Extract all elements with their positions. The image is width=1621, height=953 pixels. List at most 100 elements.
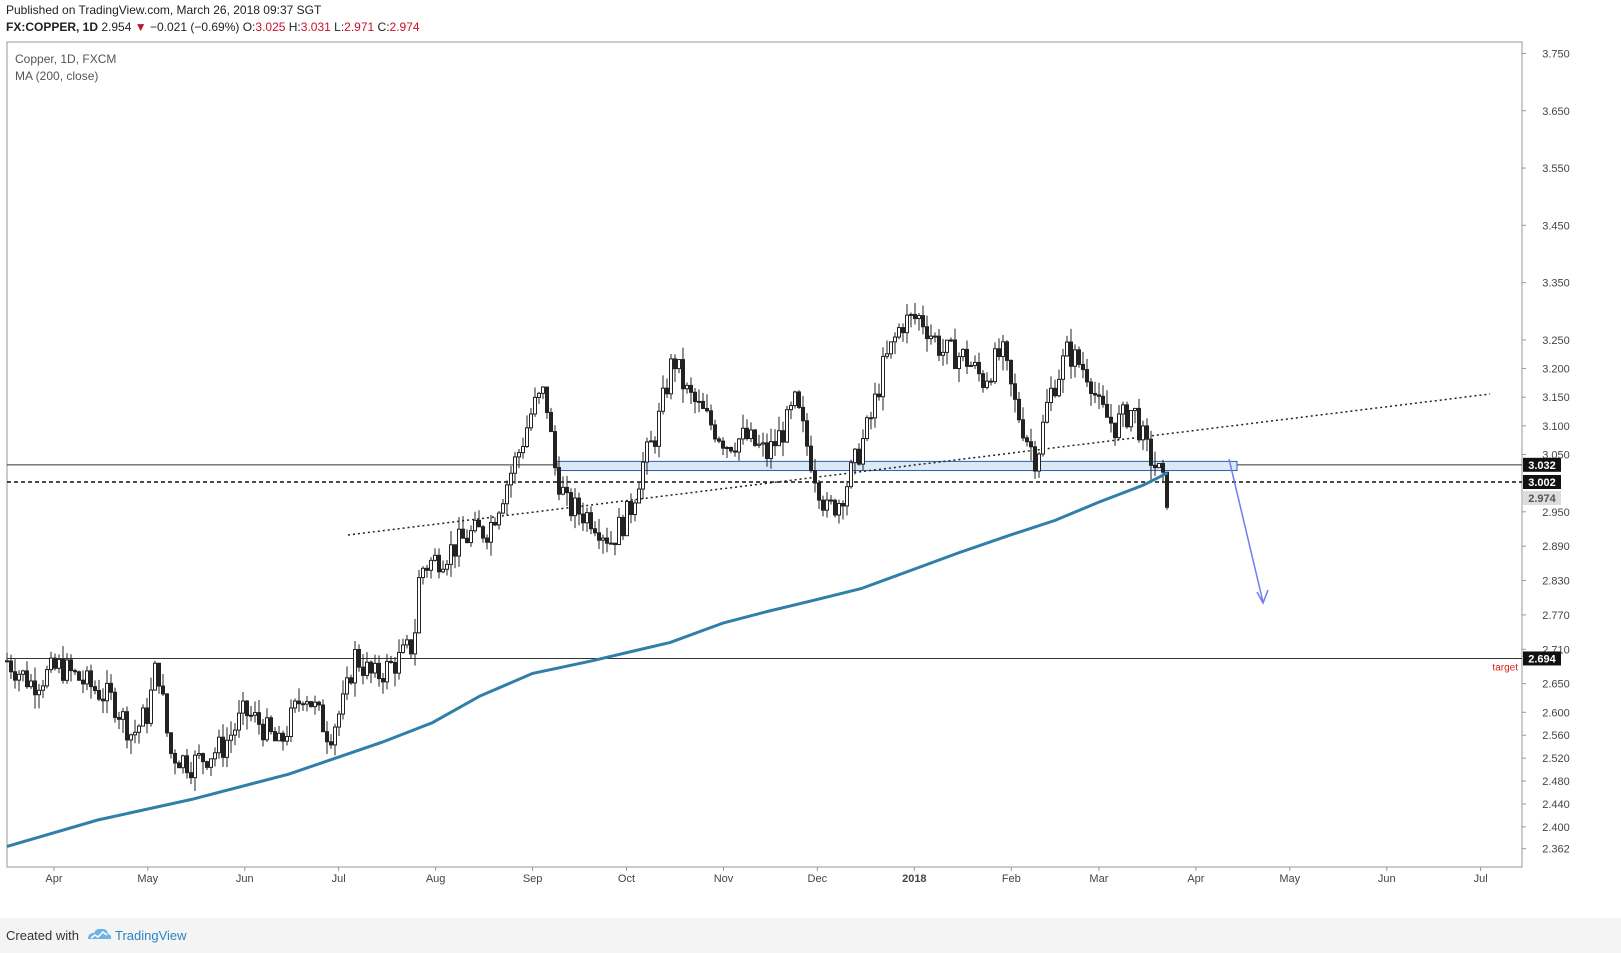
- candle-body: [733, 450, 737, 453]
- candle-body: [89, 670, 93, 688]
- candle-body: [505, 484, 509, 505]
- candle-body: [537, 392, 541, 398]
- candle-body: [525, 427, 529, 447]
- candle-body: [261, 723, 265, 741]
- candle-body: [101, 698, 105, 702]
- series-name: Copper, 1D, FXCM: [15, 52, 117, 66]
- candle-body: [1149, 438, 1153, 466]
- candle-body: [165, 693, 169, 734]
- candle-body: [13, 671, 17, 681]
- candle-body: [737, 438, 741, 453]
- candle-body: [909, 313, 913, 316]
- candle-body: [949, 339, 953, 342]
- candle-body: [405, 639, 409, 646]
- candle-body: [65, 659, 69, 681]
- candle-body: [617, 516, 621, 546]
- candle-body: [1029, 441, 1033, 448]
- price-tick-label: 2.830: [1542, 576, 1570, 588]
- time-tick-label: Feb: [1002, 873, 1021, 885]
- candle-body: [145, 707, 149, 724]
- candle-body: [321, 704, 325, 733]
- candle-body: [241, 700, 245, 714]
- tradingview-link[interactable]: TradingView: [115, 928, 187, 943]
- candle-body: [893, 336, 897, 343]
- candle-body: [501, 503, 505, 514]
- candle-body: [1161, 462, 1165, 473]
- candle-body: [997, 348, 1001, 358]
- candle-body: [913, 313, 917, 320]
- candle-body: [137, 725, 141, 733]
- candle-body: [637, 488, 641, 504]
- candle-body: [293, 700, 297, 709]
- candle-body: [113, 691, 117, 718]
- candle-body: [1137, 407, 1141, 441]
- candle-body: [217, 736, 221, 754]
- candle-body: [933, 335, 937, 338]
- price-tick-label: 2.440: [1542, 799, 1570, 811]
- candle-body: [469, 530, 473, 544]
- candle-body: [865, 417, 869, 440]
- candle-body: [605, 537, 609, 544]
- candle-body: [665, 387, 669, 395]
- candle-body: [213, 752, 217, 760]
- candle-body: [881, 355, 885, 398]
- candle-body: [221, 736, 225, 758]
- candle-body: [601, 537, 605, 541]
- candle-body: [9, 660, 13, 673]
- price-tick-label: 3.350: [1542, 278, 1570, 290]
- ma-200-line: [6, 471, 1169, 848]
- candle-body: [29, 680, 33, 688]
- candle-body: [1081, 363, 1085, 371]
- candle-body: [873, 393, 877, 419]
- price-change: −0.021 (−0.69%): [149, 20, 240, 34]
- candle-body: [793, 391, 797, 407]
- candle-body: [329, 741, 333, 746]
- candle-body: [869, 417, 873, 420]
- candle-body: [673, 358, 677, 370]
- candle-body: [565, 486, 569, 494]
- candle-body: [129, 734, 133, 741]
- price-tick-label: 3.450: [1542, 220, 1570, 232]
- down-arrow-icon: ▼: [134, 20, 147, 34]
- candle-body: [557, 467, 561, 495]
- time-tick-label: Mar: [1089, 873, 1108, 885]
- time-tick-label: Jul: [1474, 873, 1488, 885]
- candle-body: [105, 682, 109, 702]
- candle-body: [457, 528, 461, 557]
- indicator-name: MA (200, close): [15, 69, 99, 83]
- candle-body: [41, 685, 45, 691]
- candle-body: [929, 335, 933, 340]
- candle-body: [225, 739, 229, 758]
- candle-body: [1005, 341, 1009, 361]
- open-label: O:: [242, 20, 256, 34]
- candle-body: [169, 732, 173, 754]
- price-tick-label: 3.100: [1542, 421, 1570, 433]
- candle-body: [801, 406, 805, 422]
- candle-body: [705, 407, 709, 412]
- projection-arrow: [1228, 458, 1264, 603]
- candle-body: [257, 712, 261, 725]
- candle-body: [449, 544, 453, 565]
- candle-body: [185, 755, 189, 774]
- candle-body: [977, 361, 981, 375]
- candle-body: [621, 516, 625, 537]
- candle-body: [809, 445, 813, 472]
- price-chart[interactable]: 3.750 3.650 3.550 3.450 3.350 3.250 3.200 3.150…: [0, 0, 1621, 918]
- candle-body: [577, 497, 581, 515]
- candle-body: [417, 577, 421, 634]
- candle-body: [1113, 422, 1117, 439]
- price-tick-label: 3.200: [1542, 364, 1570, 376]
- candle-body: [481, 526, 485, 539]
- candle-body: [777, 430, 781, 447]
- price-tick-label: 2.650: [1542, 679, 1570, 691]
- candle-body: [285, 735, 289, 742]
- candle-body: [253, 712, 257, 716]
- candle-body: [1117, 413, 1121, 439]
- dotted-trendline: [347, 393, 1491, 536]
- price-tick-label: 2.362: [1542, 844, 1570, 856]
- candle-body: [989, 380, 993, 383]
- candle-body: [197, 753, 201, 756]
- candle-body: [85, 670, 89, 685]
- candle-body: [581, 513, 585, 524]
